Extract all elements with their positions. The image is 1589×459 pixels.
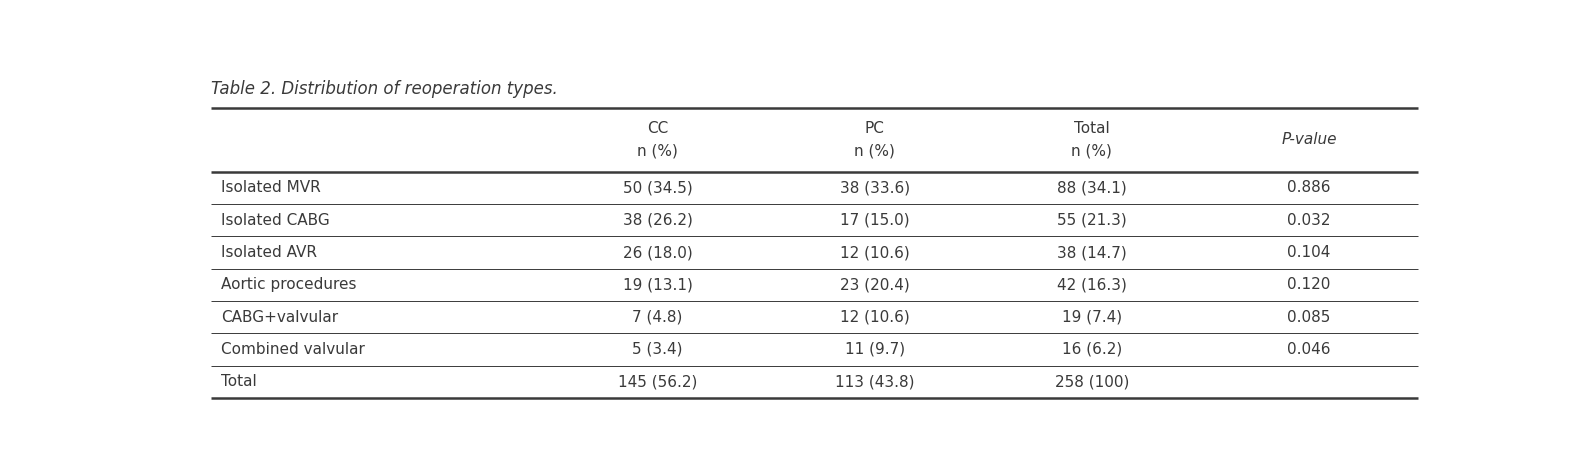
Text: 7 (4.8): 7 (4.8) [632,310,683,325]
Text: 0.032: 0.032 [1287,213,1332,228]
Text: 0.085: 0.085 [1287,310,1332,325]
Text: 0.886: 0.886 [1287,180,1332,196]
Text: Isolated CABG: Isolated CABG [221,213,329,228]
Text: 0.104: 0.104 [1287,245,1332,260]
Text: Combined valvular: Combined valvular [221,342,364,357]
Text: 38 (33.6): 38 (33.6) [839,180,910,196]
Text: 50 (34.5): 50 (34.5) [623,180,693,196]
Text: PC: PC [864,121,885,136]
Text: n (%): n (%) [637,144,679,159]
Text: 0.046: 0.046 [1287,342,1332,357]
Text: Isolated AVR: Isolated AVR [221,245,316,260]
Text: 0.120: 0.120 [1287,277,1332,292]
Text: 88 (34.1): 88 (34.1) [1057,180,1127,196]
Text: 258 (100): 258 (100) [1055,374,1130,389]
Text: 113 (43.8): 113 (43.8) [834,374,914,389]
Text: 145 (56.2): 145 (56.2) [618,374,698,389]
Text: 12 (10.6): 12 (10.6) [841,245,909,260]
Text: 38 (14.7): 38 (14.7) [1057,245,1127,260]
Text: Total: Total [221,374,256,389]
Text: 11 (9.7): 11 (9.7) [845,342,904,357]
Text: 38 (26.2): 38 (26.2) [623,213,693,228]
Text: CABG+valvular: CABG+valvular [221,310,338,325]
Text: 19 (7.4): 19 (7.4) [1061,310,1122,325]
Text: 16 (6.2): 16 (6.2) [1061,342,1122,357]
Text: n (%): n (%) [1071,144,1112,159]
Text: 42 (16.3): 42 (16.3) [1057,277,1127,292]
Text: Isolated MVR: Isolated MVR [221,180,321,196]
Text: Table 2. Distribution of reoperation types.: Table 2. Distribution of reoperation typ… [211,80,558,98]
Text: 26 (18.0): 26 (18.0) [623,245,693,260]
Text: Aortic procedures: Aortic procedures [221,277,356,292]
Text: 5 (3.4): 5 (3.4) [632,342,683,357]
Text: CC: CC [647,121,667,136]
Text: 12 (10.6): 12 (10.6) [841,310,909,325]
Text: n (%): n (%) [855,144,895,159]
Text: 17 (15.0): 17 (15.0) [841,213,909,228]
Text: 19 (13.1): 19 (13.1) [623,277,693,292]
Text: Total: Total [1074,121,1109,136]
Text: 23 (20.4): 23 (20.4) [841,277,909,292]
Text: 55 (21.3): 55 (21.3) [1057,213,1127,228]
Text: P-value: P-value [1281,133,1336,147]
